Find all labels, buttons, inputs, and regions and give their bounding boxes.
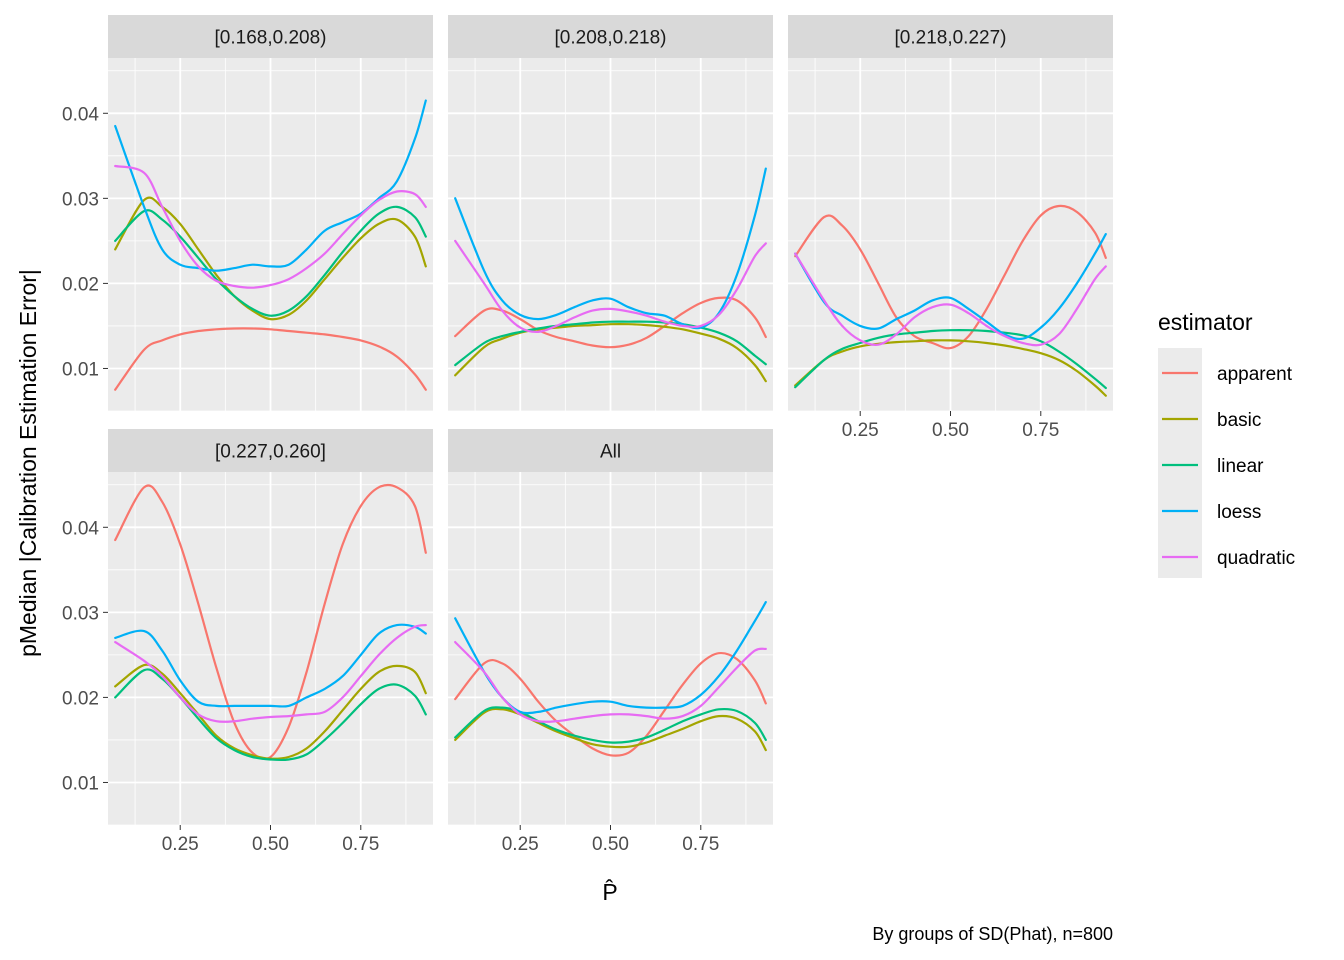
series-line-loess (794, 233, 1107, 341)
y-tick-label: 0.01 (62, 359, 99, 380)
series-line-linear (114, 205, 427, 317)
legend-key-background (1158, 348, 1202, 578)
chart-caption: By groups of SD(Phat), n=800 (872, 924, 1113, 944)
y-tick-label: 0.03 (62, 603, 99, 624)
series-line-basic (114, 196, 427, 321)
x-tick-label: 0.25 (162, 834, 199, 855)
series-line-apparent (454, 651, 767, 757)
legend-label-linear: linear (1217, 456, 1264, 477)
x-tick-label: 0.50 (932, 420, 969, 441)
series-line-quadratic (114, 624, 427, 723)
y-tick-label: 0.02 (62, 688, 99, 709)
series-line-quadratic (454, 641, 767, 723)
legend-label-loess: loess (1217, 502, 1261, 523)
facet-strip (108, 429, 433, 472)
y-tick-label: 0.04 (62, 518, 99, 539)
facet-strip-label: [0.168,0.208) (215, 28, 327, 49)
y-tick-label: 0.04 (62, 104, 99, 125)
series-line-loess (114, 99, 427, 272)
series-line-loess (454, 601, 767, 715)
facet-strip (448, 429, 773, 472)
facet-panels: [0.168,0.208) 0.01 0.02 0.03 0.04 [0.208,0.21… (62, 15, 1113, 855)
x-tick-label: 0.75 (342, 834, 379, 855)
y-tick-label: 0.03 (62, 189, 99, 210)
legend-label-apparent: apparent (1217, 364, 1293, 385)
y-axis-title: pMedian |Calibration Estimation Error| (15, 269, 41, 657)
facet-strip (108, 15, 433, 58)
x-axis-title: P̂ (602, 878, 617, 905)
facet-strip-label: All (600, 442, 621, 463)
facet-strip-label: [0.227,0.260] (215, 442, 326, 463)
x-tick-label: 0.50 (252, 834, 289, 855)
facet-strip-label: [0.218,0.227) (895, 28, 1007, 49)
y-tick-label: 0.02 (62, 274, 99, 295)
legend-label-quadratic: quadratic (1217, 548, 1295, 569)
series-line-apparent (114, 327, 427, 391)
series-line-quadratic (794, 252, 1107, 347)
x-tick-label: 0.75 (1022, 420, 1059, 441)
series-line-quadratic (114, 164, 427, 289)
series-line-basic (794, 339, 1107, 397)
facet-panel: [0.168,0.208) 0.01 0.02 0.03 0.04 (62, 15, 433, 412)
x-tick-label: 0.25 (502, 834, 539, 855)
facet-panel: [0.227,0.260] 0.01 0.02 0.03 0.04 0.25 0.50 0.7… (62, 429, 433, 855)
legend: estimator apparent basic linear loess quadra… (1158, 309, 1295, 578)
facet-strip-label: [0.208,0.218) (555, 28, 667, 49)
legend-title: estimator (1158, 309, 1253, 335)
facet-panel: [0.218,0.227) 0.25 0.50 0.75 (788, 15, 1113, 441)
legend-items: apparent basic linear loess quadratic (1162, 364, 1295, 569)
x-tick-label: 0.75 (682, 834, 719, 855)
facet-strip (448, 15, 773, 58)
series-line-apparent (114, 483, 427, 761)
series-line-loess (114, 623, 427, 708)
series-line-basic (114, 663, 427, 760)
x-tick-label: 0.50 (592, 834, 629, 855)
series-line-loess (454, 167, 767, 330)
facet-strip (788, 15, 1113, 58)
legend-label-basic: basic (1217, 410, 1261, 431)
series-line-linear (454, 320, 767, 367)
series-line-apparent (794, 204, 1107, 350)
x-tick-label: 0.25 (842, 420, 879, 441)
series-line-apparent (454, 296, 767, 349)
series-line-linear (794, 329, 1107, 390)
facet-panel: [0.208,0.218) (448, 15, 773, 412)
y-tick-label: 0.01 (62, 773, 99, 794)
series-line-quadratic (454, 239, 767, 334)
facet-panel: All 0.25 0.50 0.75 (448, 429, 773, 855)
